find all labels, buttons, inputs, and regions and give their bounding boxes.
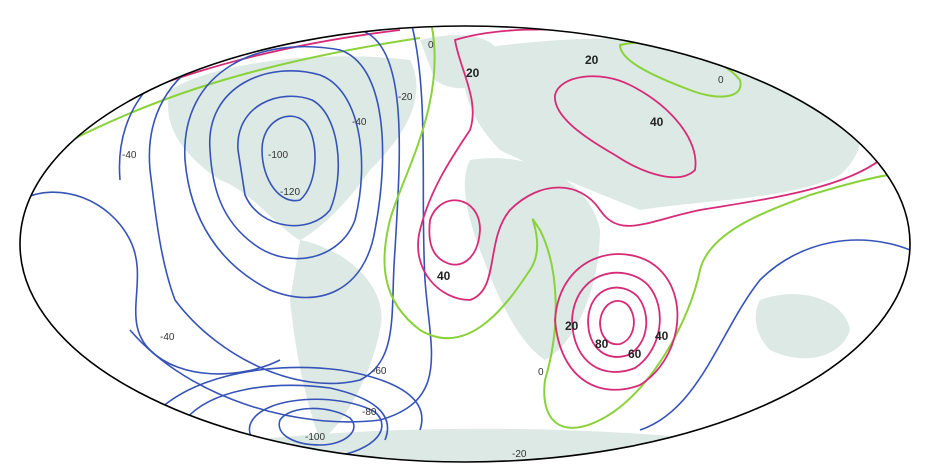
label-neg-60-lower: -60 [372, 366, 387, 377]
contour-zero-main [383, 26, 910, 429]
contour-neg-120 [261, 115, 316, 202]
label-pos-20-lower: 20 [565, 319, 579, 333]
label-pos-60-lower: 60 [628, 347, 642, 361]
label-neg-20-top: -20 [398, 92, 413, 103]
contour-pos-40-lower [571, 271, 661, 373]
map-outline [19, 25, 911, 463]
label-pos-20-top: 20 [466, 66, 480, 80]
label-neg-80-bottom: -80 [362, 407, 377, 418]
contour-neg-right [639, 239, 910, 431]
contour-pos-80-lower [599, 300, 635, 346]
label-neg-40-top: -40 [352, 117, 367, 128]
contour-neg-100-inner [237, 95, 340, 227]
label-neg-100-inner: -100 [268, 150, 288, 161]
label-neg-100-bottom: -100 [305, 432, 325, 443]
label-zero-right: 0 [718, 75, 724, 86]
label-pos-40-lower: 40 [655, 329, 669, 343]
contour-pos-60-lower [587, 286, 648, 358]
contour-neg-60 [184, 45, 384, 299]
label-pos-40-right: 40 [650, 115, 664, 129]
label-neg-20-bottom: -20 [512, 449, 527, 460]
contour-pos-20-lower [554, 253, 679, 391]
label-pos-20-mid: 20 [585, 53, 599, 67]
contour-pos-40-upper [554, 75, 697, 179]
label-neg-40-lower: -40 [160, 332, 175, 343]
label-neg-40-left: -40 [122, 150, 137, 161]
australia-land [755, 294, 850, 359]
contour-pos-40-center [428, 199, 481, 266]
label-zero-bottom: 0 [538, 367, 544, 378]
contour-labels: 0 -20 -40 -100 -120 -40 -40 -60 -80 -100… [122, 40, 724, 460]
label-pos-80-lower: 80 [595, 337, 609, 351]
south-america-land [290, 240, 382, 440]
label-neg-120-center: -120 [280, 187, 300, 198]
contour-neg-60-lower [184, 384, 389, 441]
africa-land [464, 158, 600, 360]
label-zero-top: 0 [428, 40, 434, 51]
land-layer [168, 35, 861, 462]
contour-neg-left-wave [20, 191, 281, 375]
contour-neg-40-lower [149, 366, 423, 431]
contour-neg-100-bottom [278, 407, 355, 446]
contour-neg-80 [209, 70, 363, 260]
label-pos-40-center: 40 [437, 269, 451, 283]
north-america-land [168, 56, 417, 240]
